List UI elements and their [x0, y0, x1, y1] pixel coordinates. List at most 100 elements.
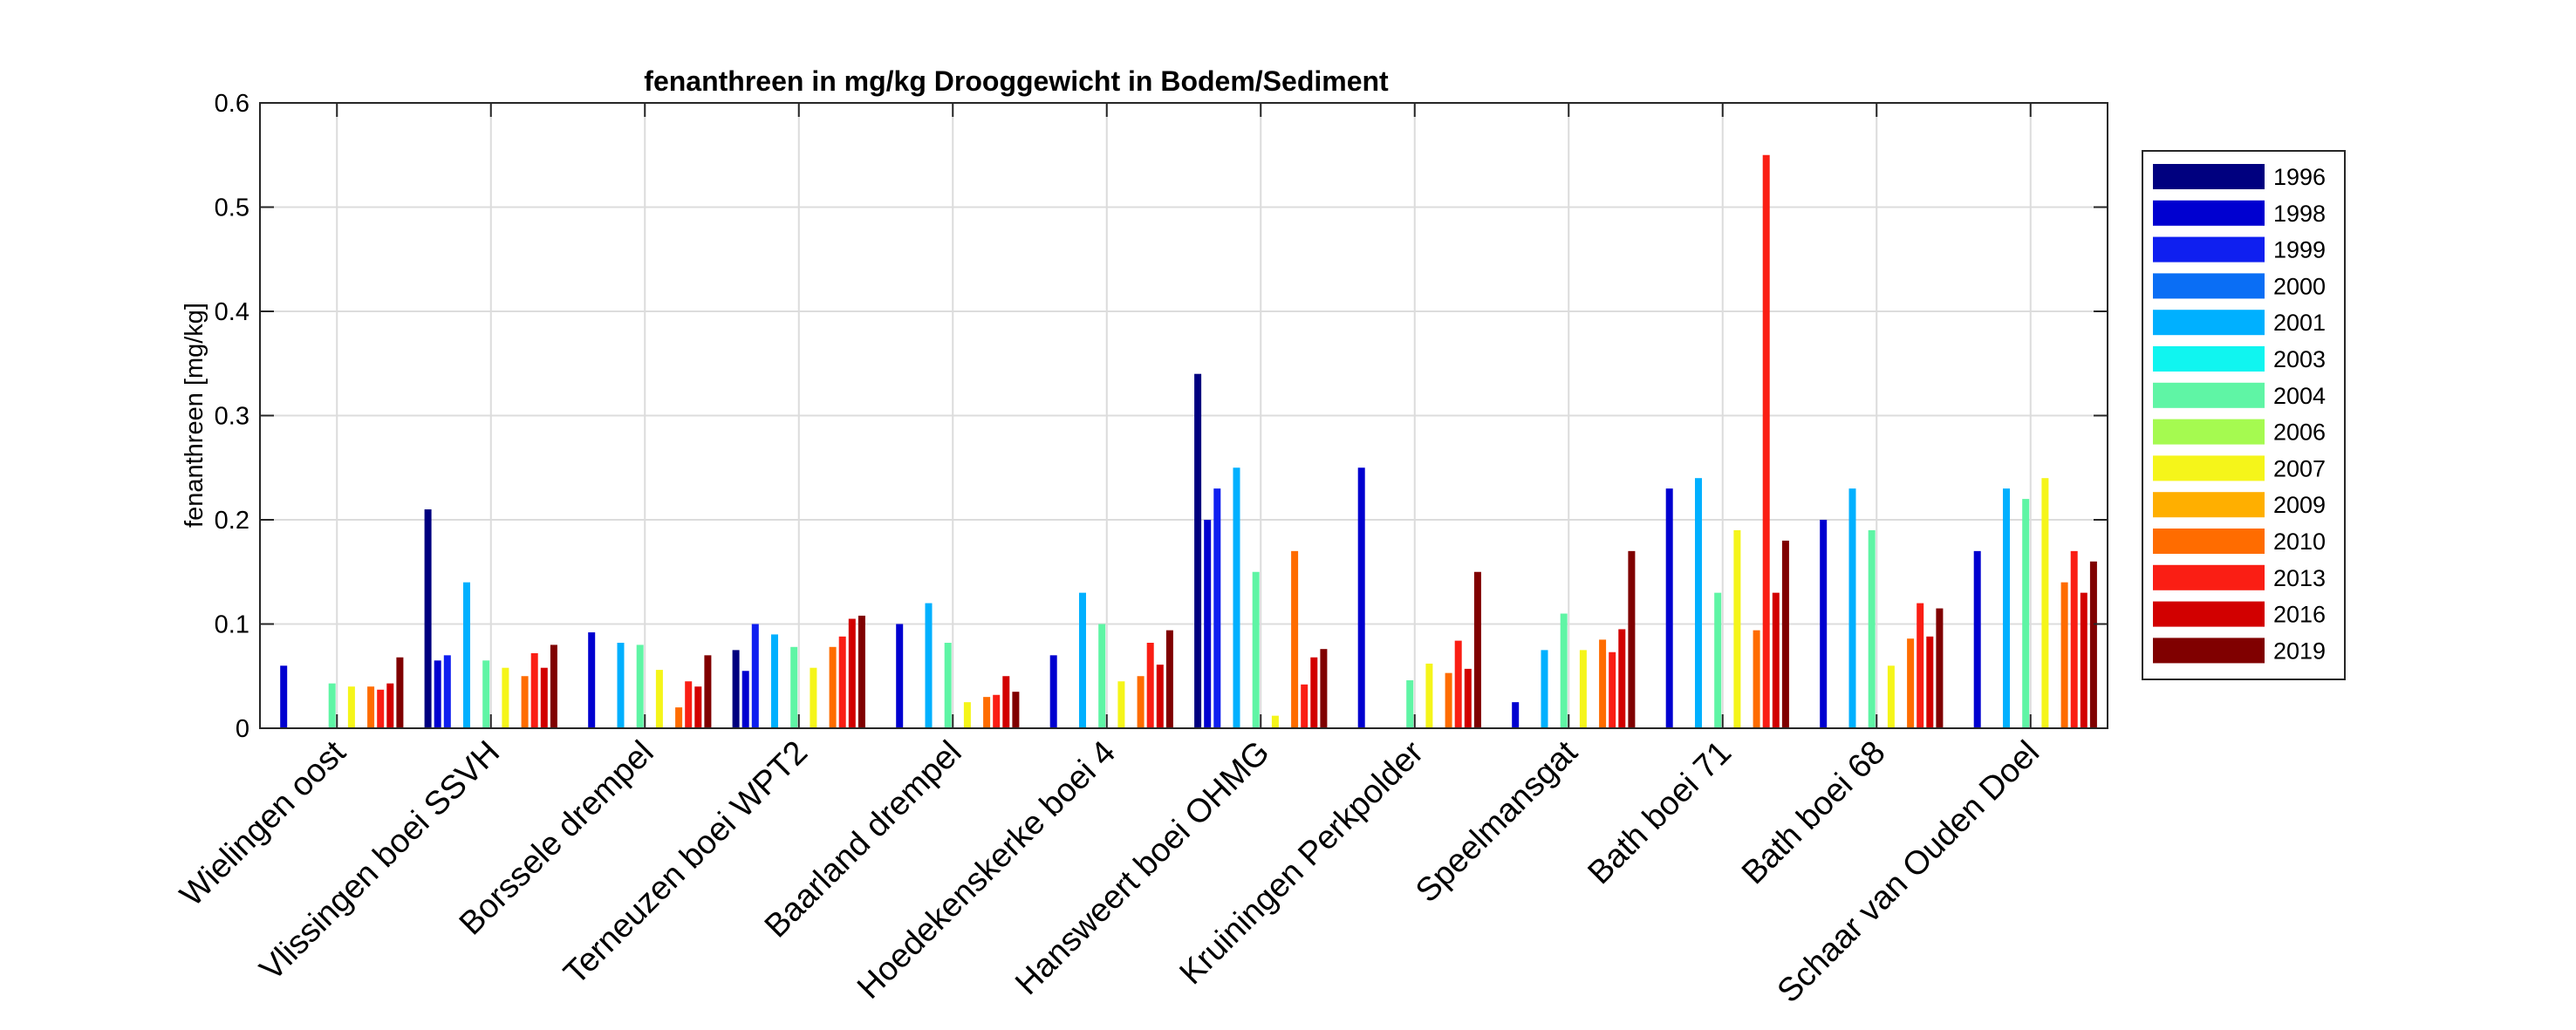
y-tick-label: 0.4 — [215, 298, 249, 326]
bar-2016-6 — [1156, 665, 1164, 728]
bar-1998-12 — [1973, 550, 1981, 728]
bar-2004-10 — [1714, 592, 1722, 728]
legend-swatch-2010 — [2153, 529, 2265, 554]
bar-2004-2 — [482, 660, 490, 728]
legend-swatch-2019 — [2153, 638, 2265, 664]
legend-swatch-2013 — [2153, 564, 2265, 590]
bar-2016-8 — [1464, 668, 1472, 728]
bar-2004-1 — [328, 683, 336, 728]
bar-2010-3 — [675, 707, 683, 728]
bar-2013-7 — [1301, 684, 1308, 728]
y-axis-label: fenanthreen [mg/kg] — [181, 303, 208, 528]
legend-swatch-1999 — [2153, 236, 2265, 263]
bar-2019-9 — [1628, 550, 1636, 728]
bar-2007-4 — [810, 667, 817, 728]
bar-2001-2 — [463, 582, 470, 728]
bar-2019-5 — [1012, 692, 1020, 728]
axis-ticks — [260, 102, 2108, 729]
bar-1999-4 — [751, 624, 759, 728]
bar-2010-4 — [829, 646, 837, 728]
bar-2019-12 — [2089, 561, 2097, 728]
legend-swatch-1996 — [2153, 164, 2265, 189]
bar-2010-7 — [1291, 550, 1299, 728]
bar-2010-2 — [521, 676, 529, 728]
bar-1998-10 — [1665, 488, 1673, 728]
legend-label-2000: 2000 — [2273, 273, 2326, 299]
bar-2004-8 — [1406, 680, 1414, 728]
bar-2016-5 — [1002, 676, 1010, 728]
bar-2016-12 — [2080, 592, 2087, 728]
legend-label-2016: 2016 — [2273, 602, 2326, 628]
bar-2007-1 — [347, 686, 355, 728]
bar-1998-8 — [1357, 467, 1365, 728]
bar-1998-7 — [1204, 520, 1212, 728]
bar-2007-12 — [2041, 478, 2049, 728]
bar-1998-5 — [896, 624, 904, 728]
bar-2013-12 — [2070, 550, 2078, 728]
bar-1998-3 — [588, 632, 596, 728]
bar-2019-6 — [1165, 630, 1173, 728]
bar-2019-2 — [550, 645, 557, 728]
y-tick-label: 0.6 — [215, 90, 249, 118]
legend-label-2009: 2009 — [2273, 492, 2326, 518]
legend-label-1998: 1998 — [2273, 201, 2326, 227]
legend-label-2007: 2007 — [2273, 455, 2326, 481]
bar-1996-7 — [1194, 373, 1202, 728]
bar-2004-5 — [944, 643, 952, 728]
legend: 1996 1998 1999 2000 2001 2003 2004 2006 2007 2009… — [2142, 150, 2346, 680]
bar-2007-10 — [1733, 529, 1741, 728]
bar-1998-11 — [1820, 520, 1828, 728]
bar-1999-2 — [443, 655, 451, 728]
bar-2001-4 — [771, 634, 778, 728]
y-tick-label: 0.2 — [215, 507, 249, 535]
bar-1998-1 — [280, 665, 288, 728]
bar-2016-7 — [1310, 657, 1318, 728]
bar-2016-4 — [848, 618, 856, 728]
bar-2001-6 — [1079, 592, 1086, 728]
bar-2013-2 — [530, 652, 538, 728]
bar-2013-8 — [1454, 640, 1462, 728]
bar-2013-4 — [838, 636, 846, 728]
bar-2001-5 — [925, 603, 933, 728]
bar-2016-2 — [540, 667, 548, 728]
bar-2001-11 — [1848, 488, 1856, 728]
bar-2001-9 — [1541, 650, 1548, 729]
bar-2004-4 — [790, 646, 798, 728]
bar-2019-8 — [1473, 571, 1481, 728]
bar-2016-9 — [1618, 629, 1626, 728]
bar-2019-10 — [1781, 540, 1789, 728]
legend-swatch-2016 — [2153, 601, 2265, 627]
y-tick-label: 0 — [236, 715, 249, 743]
bars — [280, 154, 2097, 729]
bar-2019-11 — [1936, 608, 1944, 728]
bar-2010-8 — [1445, 672, 1452, 728]
legend-swatch-2006 — [2153, 419, 2265, 445]
y-tick-label: 0.5 — [215, 194, 249, 222]
bar-2004-12 — [2022, 499, 2030, 728]
legend-swatch-2009 — [2153, 492, 2265, 518]
chart-title: fenanthreen in mg/kg Drooggewicht in Bod… — [644, 65, 1389, 97]
legend-swatch-2001 — [2153, 310, 2265, 336]
legend-label-1996: 1996 — [2273, 164, 2326, 190]
legend-label-2004: 2004 — [2273, 383, 2326, 409]
legend-swatch-2007 — [2153, 455, 2265, 481]
bar-2013-6 — [1146, 643, 1154, 728]
y-axis: 0 0.1 0.2 0.3 0.4 0.5 0.6 — [215, 90, 249, 743]
bar-2016-10 — [1772, 592, 1780, 728]
bar-2010-12 — [2060, 582, 2068, 728]
bar-2013-10 — [1762, 154, 1770, 728]
bar-1996-2 — [424, 509, 432, 728]
bar-1998-2 — [434, 660, 441, 728]
bar-2001-7 — [1233, 467, 1240, 728]
legend-label-2003: 2003 — [2273, 346, 2326, 372]
bar-2007-7 — [1271, 715, 1279, 728]
legend-label-2010: 2010 — [2273, 529, 2326, 555]
legend-label-2001: 2001 — [2273, 310, 2326, 336]
bar-2013-11 — [1917, 603, 1924, 728]
bar-2010-10 — [1753, 630, 1760, 728]
bar-2004-6 — [1098, 624, 1106, 728]
bar-2013-9 — [1609, 651, 1616, 728]
bar-2004-3 — [636, 645, 644, 728]
bar-1998-4 — [741, 671, 749, 728]
